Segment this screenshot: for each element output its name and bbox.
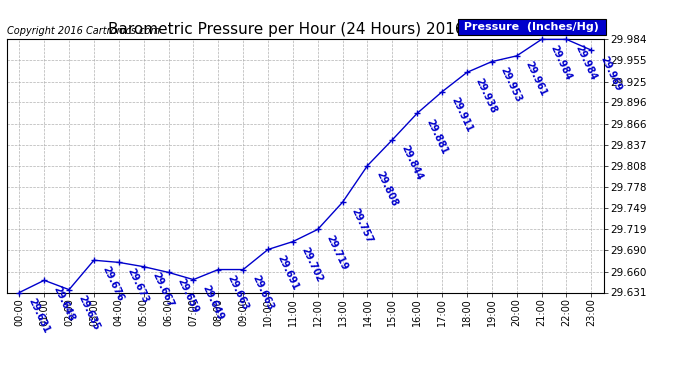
Text: 29.659: 29.659	[175, 277, 200, 315]
Text: 29.631: 29.631	[26, 297, 51, 335]
Text: 29.663: 29.663	[225, 274, 250, 312]
Text: 29.953: 29.953	[499, 66, 524, 104]
Text: 29.881: 29.881	[424, 117, 449, 156]
Text: 29.938: 29.938	[474, 76, 499, 115]
Title: Barometric Pressure per Hour (24 Hours) 20160229: Barometric Pressure per Hour (24 Hours) …	[108, 22, 503, 37]
Text: 29.969: 29.969	[598, 54, 623, 93]
Text: 29.719: 29.719	[325, 234, 350, 272]
Text: 29.691: 29.691	[275, 254, 300, 292]
Text: 29.702: 29.702	[300, 246, 325, 284]
Text: 29.808: 29.808	[375, 170, 400, 208]
Text: 29.635: 29.635	[76, 294, 101, 332]
Text: Pressure  (Inches/Hg): Pressure (Inches/Hg)	[460, 22, 603, 32]
Text: 29.673: 29.673	[126, 267, 150, 305]
Text: Copyright 2016 Cartronics.com: Copyright 2016 Cartronics.com	[7, 26, 160, 36]
Text: 29.984: 29.984	[549, 44, 573, 82]
Text: 29.757: 29.757	[350, 206, 375, 245]
Text: 29.648: 29.648	[51, 285, 76, 323]
Text: 29.911: 29.911	[449, 96, 474, 134]
Text: 29.649: 29.649	[200, 284, 225, 322]
Text: 29.667: 29.667	[150, 271, 175, 309]
Text: 29.844: 29.844	[400, 144, 424, 182]
Text: 29.676: 29.676	[101, 264, 126, 303]
Text: 29.663: 29.663	[250, 274, 275, 312]
Text: 29.984: 29.984	[573, 44, 598, 82]
Text: 29.961: 29.961	[524, 60, 549, 98]
